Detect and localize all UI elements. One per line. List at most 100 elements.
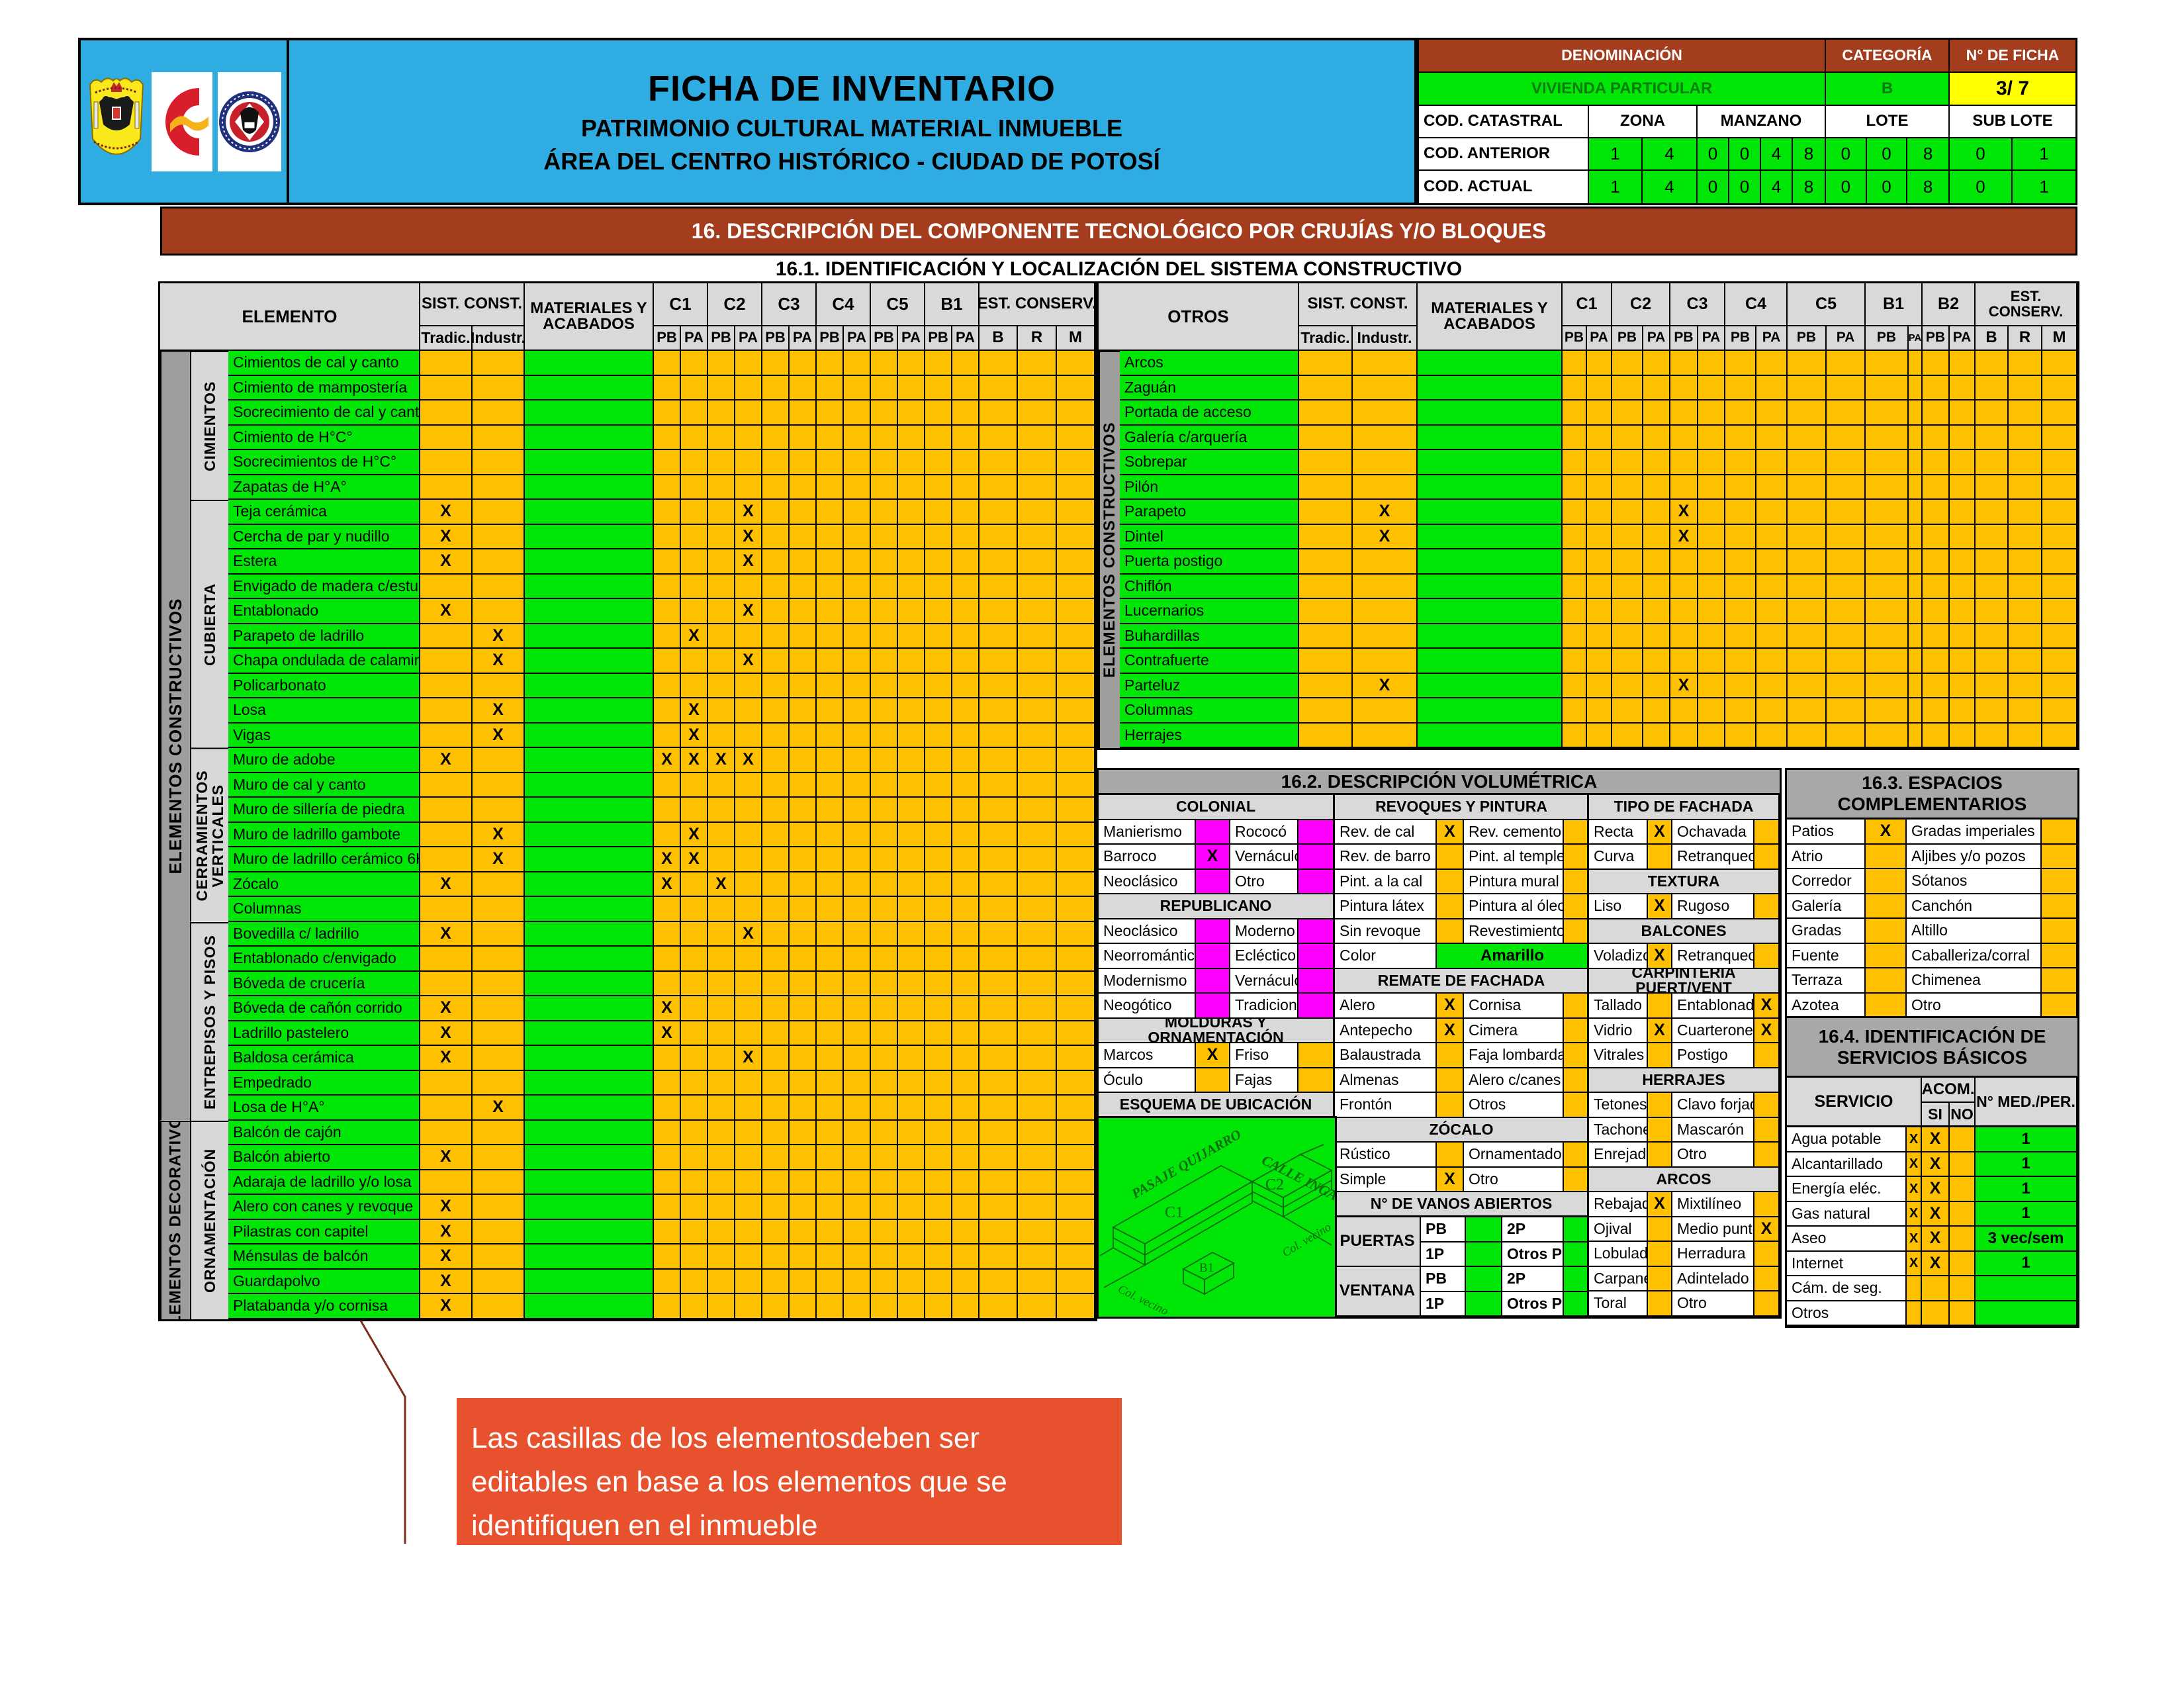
materiales-cell[interactable] xyxy=(525,450,654,475)
estilo-mark-cell[interactable] xyxy=(1298,820,1334,845)
vanos-count-cell[interactable] xyxy=(1564,1217,1589,1243)
crujia-mark-cell[interactable] xyxy=(844,748,871,773)
crujia-mark-cell[interactable] xyxy=(1756,723,1788,748)
crujia-mark-cell[interactable] xyxy=(1923,351,1950,376)
crujia-mark-cell[interactable] xyxy=(925,1219,952,1244)
crujia-mark-cell[interactable] xyxy=(1909,450,1923,475)
crujia-mark-cell[interactable] xyxy=(790,996,817,1021)
crujia-mark-cell[interactable] xyxy=(871,450,898,475)
crujia-mark-cell[interactable] xyxy=(790,798,817,823)
crujia-mark-cell[interactable] xyxy=(1950,649,1976,674)
industr-mark-cell[interactable] xyxy=(1353,450,1418,475)
crujia-mark-cell[interactable] xyxy=(1866,549,1909,575)
crujia-mark-cell[interactable] xyxy=(1909,400,1923,426)
crujia-mark-cell[interactable] xyxy=(844,599,871,624)
industr-mark-cell[interactable] xyxy=(1353,574,1418,599)
crujia-mark-cell[interactable] xyxy=(735,996,762,1021)
crujia-mark-cell[interactable] xyxy=(681,1170,708,1195)
crujia-mark-cell[interactable] xyxy=(898,649,925,674)
conserv-cell[interactable] xyxy=(979,400,1018,426)
conserv-cell[interactable] xyxy=(1976,549,2009,575)
crujia-mark-cell[interactable] xyxy=(1587,351,1612,376)
crujia-mark-cell[interactable] xyxy=(681,599,708,624)
estilo-mark-cell[interactable]: X xyxy=(1196,1043,1230,1068)
crujia-mark-cell[interactable] xyxy=(762,1219,790,1244)
crujia-mark-cell[interactable]: X xyxy=(1670,524,1698,549)
crujia-mark-cell[interactable] xyxy=(952,500,979,525)
servicio-medidor-cell[interactable]: 1 xyxy=(1976,1251,2077,1276)
crujia-mark-cell[interactable] xyxy=(654,698,681,724)
materiales-cell[interactable] xyxy=(1418,574,1563,599)
crujia-mark-cell[interactable] xyxy=(1788,351,1827,376)
fachada-mark-cell[interactable] xyxy=(1648,1143,1672,1168)
espacio-mark-cell[interactable] xyxy=(1866,919,1907,944)
tradic-mark-cell[interactable]: X xyxy=(420,524,473,549)
crujia-mark-cell[interactable] xyxy=(1756,599,1788,624)
tradic-mark-cell[interactable]: X xyxy=(420,872,473,897)
tradic-mark-cell[interactable]: X xyxy=(420,500,473,525)
servicio-no-cell[interactable] xyxy=(1950,1251,1976,1276)
crujia-mark-cell[interactable] xyxy=(654,1120,681,1145)
conserv-cell[interactable] xyxy=(979,921,1018,947)
crujia-mark-cell[interactable] xyxy=(1725,475,1756,500)
crujia-mark-cell[interactable] xyxy=(898,1046,925,1071)
conserv-cell[interactable] xyxy=(1018,574,1057,599)
crujia-mark-cell[interactable]: X xyxy=(654,996,681,1021)
crujia-mark-cell[interactable] xyxy=(817,351,844,376)
crujia-mark-cell[interactable] xyxy=(1587,673,1612,698)
crujia-mark-cell[interactable] xyxy=(790,673,817,698)
fachada-mark-cell[interactable] xyxy=(1648,1093,1672,1118)
crujia-mark-cell[interactable] xyxy=(1670,599,1698,624)
industr-mark-cell[interactable]: X xyxy=(1353,500,1418,525)
revoque-mark-cell[interactable]: X xyxy=(1437,1018,1464,1043)
crujia-mark-cell[interactable] xyxy=(735,897,762,922)
industr-mark-cell[interactable] xyxy=(473,897,525,922)
crujia-mark-cell[interactable] xyxy=(1827,549,1866,575)
crujia-mark-cell[interactable] xyxy=(898,1244,925,1270)
tradic-mark-cell[interactable]: X xyxy=(420,748,473,773)
code-digit[interactable]: 4 xyxy=(1761,171,1793,203)
crujia-mark-cell[interactable] xyxy=(1725,351,1756,376)
crujia-mark-cell[interactable] xyxy=(1923,400,1950,426)
crujia-mark-cell[interactable] xyxy=(681,475,708,500)
vanos-count-cell[interactable] xyxy=(1466,1267,1502,1292)
crujia-mark-cell[interactable] xyxy=(1725,723,1756,748)
conserv-cell[interactable] xyxy=(2009,549,2042,575)
conserv-cell[interactable] xyxy=(1057,524,1095,549)
crujia-mark-cell[interactable] xyxy=(708,1120,735,1145)
crujia-mark-cell[interactable] xyxy=(762,1269,790,1294)
industr-mark-cell[interactable] xyxy=(473,947,525,972)
crujia-mark-cell[interactable] xyxy=(1788,425,1827,450)
crujia-mark-cell[interactable] xyxy=(1866,524,1909,549)
conserv-cell[interactable] xyxy=(2042,649,2077,674)
crujia-mark-cell[interactable] xyxy=(1725,500,1756,525)
crujia-mark-cell[interactable] xyxy=(790,947,817,972)
code-digit[interactable]: 0 xyxy=(1950,171,2013,203)
conserv-cell[interactable] xyxy=(1057,1195,1095,1220)
crujia-mark-cell[interactable] xyxy=(762,1120,790,1145)
crujia-mark-cell[interactable] xyxy=(681,574,708,599)
crujia-mark-cell[interactable] xyxy=(1909,673,1923,698)
industr-mark-cell[interactable]: X xyxy=(473,847,525,872)
crujia-mark-cell[interactable] xyxy=(871,549,898,575)
servicio-no-cell[interactable] xyxy=(1950,1177,1976,1202)
crujia-mark-cell[interactable] xyxy=(654,425,681,450)
crujia-mark-cell[interactable] xyxy=(898,500,925,525)
crujia-mark-cell[interactable] xyxy=(1563,475,1587,500)
crujia-mark-cell[interactable] xyxy=(1923,649,1950,674)
crujia-mark-cell[interactable] xyxy=(762,822,790,847)
tradic-mark-cell[interactable] xyxy=(1299,400,1353,426)
crujia-mark-cell[interactable] xyxy=(817,947,844,972)
industr-mark-cell[interactable] xyxy=(473,1195,525,1220)
crujia-mark-cell[interactable] xyxy=(735,773,762,798)
fachada-mark-cell[interactable]: X xyxy=(1754,1018,1780,1043)
crujia-mark-cell[interactable] xyxy=(844,549,871,575)
crujia-mark-cell[interactable] xyxy=(654,971,681,996)
crujia-mark-cell[interactable] xyxy=(654,1145,681,1170)
crujia-mark-cell[interactable] xyxy=(1923,673,1950,698)
crujia-mark-cell[interactable] xyxy=(790,599,817,624)
crujia-mark-cell[interactable] xyxy=(1725,400,1756,426)
crujia-mark-cell[interactable] xyxy=(1643,375,1670,400)
ficha-value[interactable]: 3/ 7 xyxy=(1950,73,2075,106)
